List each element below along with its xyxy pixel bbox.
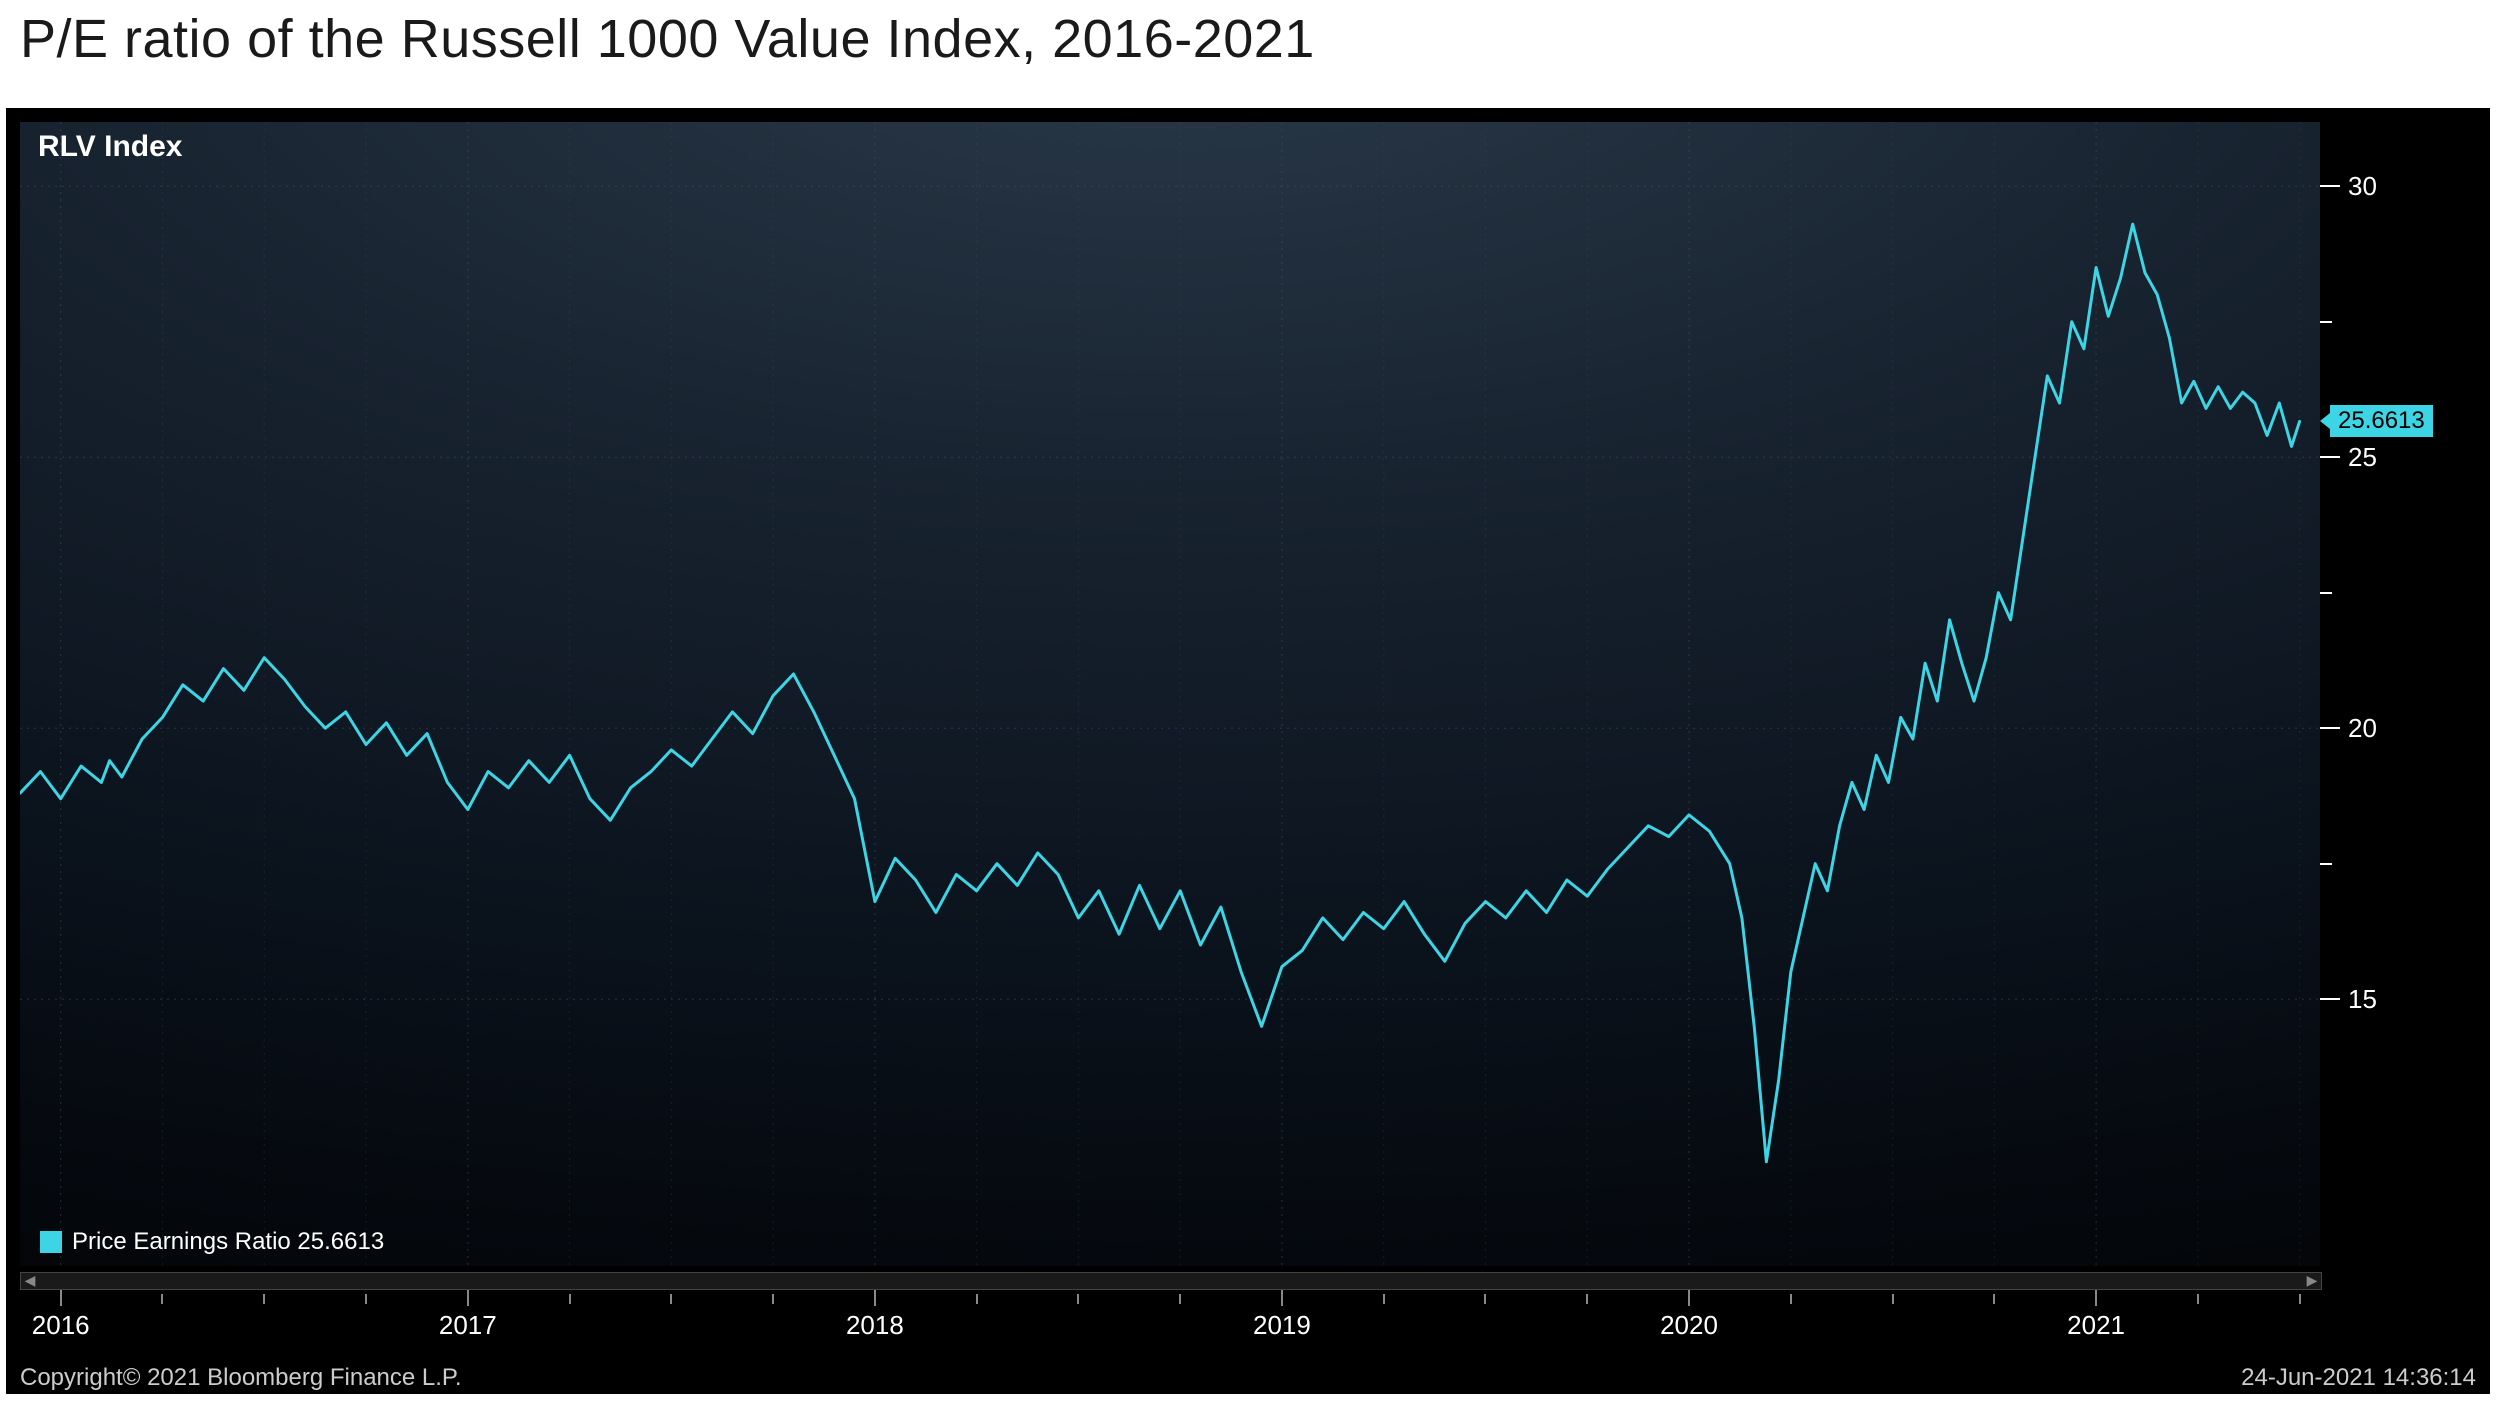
chart-svg bbox=[20, 122, 2320, 1266]
x-tick-label: 2020 bbox=[1660, 1310, 1718, 1341]
x-minor-tick-mark bbox=[569, 1294, 571, 1304]
x-tick-label: 2016 bbox=[32, 1310, 90, 1341]
x-minor-tick-mark bbox=[161, 1294, 163, 1304]
y-tick-mark bbox=[2320, 727, 2340, 729]
x-minor-tick-mark bbox=[976, 1294, 978, 1304]
x-tick-mark bbox=[467, 1290, 469, 1306]
legend-label: Price Earnings Ratio 25.6613 bbox=[72, 1228, 384, 1256]
x-minor-tick-mark bbox=[1586, 1294, 1588, 1304]
x-tick-label: 2018 bbox=[846, 1310, 904, 1341]
chart-legend: Price Earnings Ratio 25.6613 bbox=[40, 1228, 384, 1256]
x-tick-label: 2019 bbox=[1253, 1310, 1311, 1341]
x-minor-tick-mark bbox=[2197, 1294, 2199, 1304]
x-minor-tick-mark bbox=[1892, 1294, 1894, 1304]
y-tick-mark bbox=[2320, 456, 2340, 458]
x-minor-tick-mark bbox=[263, 1294, 265, 1304]
x-minor-tick-mark bbox=[1484, 1294, 1486, 1304]
y-tick-label: 15 bbox=[2348, 984, 2377, 1015]
x-minor-tick-mark bbox=[1179, 1294, 1181, 1304]
page-title: P/E ratio of the Russell 1000 Value Inde… bbox=[20, 8, 1315, 70]
x-minor-tick-mark bbox=[1077, 1294, 1079, 1304]
last-value-badge: 25.6613 bbox=[2330, 405, 2433, 437]
last-value-pointer-icon bbox=[2320, 413, 2330, 429]
x-tick-mark bbox=[1688, 1290, 1690, 1306]
scroll-right-icon[interactable]: ▶ bbox=[2304, 1273, 2320, 1287]
x-minor-tick-mark bbox=[1383, 1294, 1385, 1304]
x-minor-tick-mark bbox=[1790, 1294, 1792, 1304]
x-tick-mark bbox=[60, 1290, 62, 1306]
x-axis: ◀ ▶ 2016 2017 2018 2019 2020 2021 bbox=[20, 1268, 2476, 1352]
index-name-label: RLV Index bbox=[38, 130, 182, 164]
timestamp-label: 24-Jun-2021 14:36:14 bbox=[2241, 1364, 2476, 1392]
terminal-frame: RLV Index Price Earnings Ratio 25.6613 1… bbox=[6, 108, 2490, 1394]
scroll-left-icon[interactable]: ◀ bbox=[22, 1273, 38, 1287]
page: P/E ratio of the Russell 1000 Value Inde… bbox=[0, 0, 2496, 1404]
x-tick-label: 2021 bbox=[2067, 1310, 2125, 1341]
x-tick-mark bbox=[874, 1290, 876, 1306]
x-tick-mark bbox=[1281, 1290, 1283, 1306]
x-minor-tick-mark bbox=[1993, 1294, 1995, 1304]
x-minor-tick-mark bbox=[772, 1294, 774, 1304]
chart-plot-area[interactable]: RLV Index Price Earnings Ratio 25.6613 bbox=[20, 122, 2320, 1266]
x-minor-tick-mark bbox=[2299, 1294, 2301, 1304]
legend-swatch bbox=[40, 1231, 62, 1253]
x-minor-tick-mark bbox=[670, 1294, 672, 1304]
y-minor-tick-mark bbox=[2320, 592, 2332, 594]
x-tick-mark bbox=[2095, 1290, 2097, 1306]
copyright-label: Copyright© 2021 Bloomberg Finance L.P. bbox=[20, 1364, 462, 1392]
x-scrollbar[interactable]: ◀ ▶ bbox=[20, 1272, 2322, 1290]
y-minor-tick-mark bbox=[2320, 863, 2332, 865]
y-minor-tick-mark bbox=[2320, 321, 2332, 323]
y-tick-label: 25 bbox=[2348, 442, 2377, 473]
y-tick-mark bbox=[2320, 185, 2340, 187]
y-tick-label: 30 bbox=[2348, 171, 2377, 202]
x-minor-tick-mark bbox=[365, 1294, 367, 1304]
y-axis: 15 20 25 30 25.6613 bbox=[2320, 122, 2476, 1266]
y-tick-mark bbox=[2320, 998, 2340, 1000]
x-tick-label: 2017 bbox=[439, 1310, 497, 1341]
y-tick-label: 20 bbox=[2348, 713, 2377, 744]
